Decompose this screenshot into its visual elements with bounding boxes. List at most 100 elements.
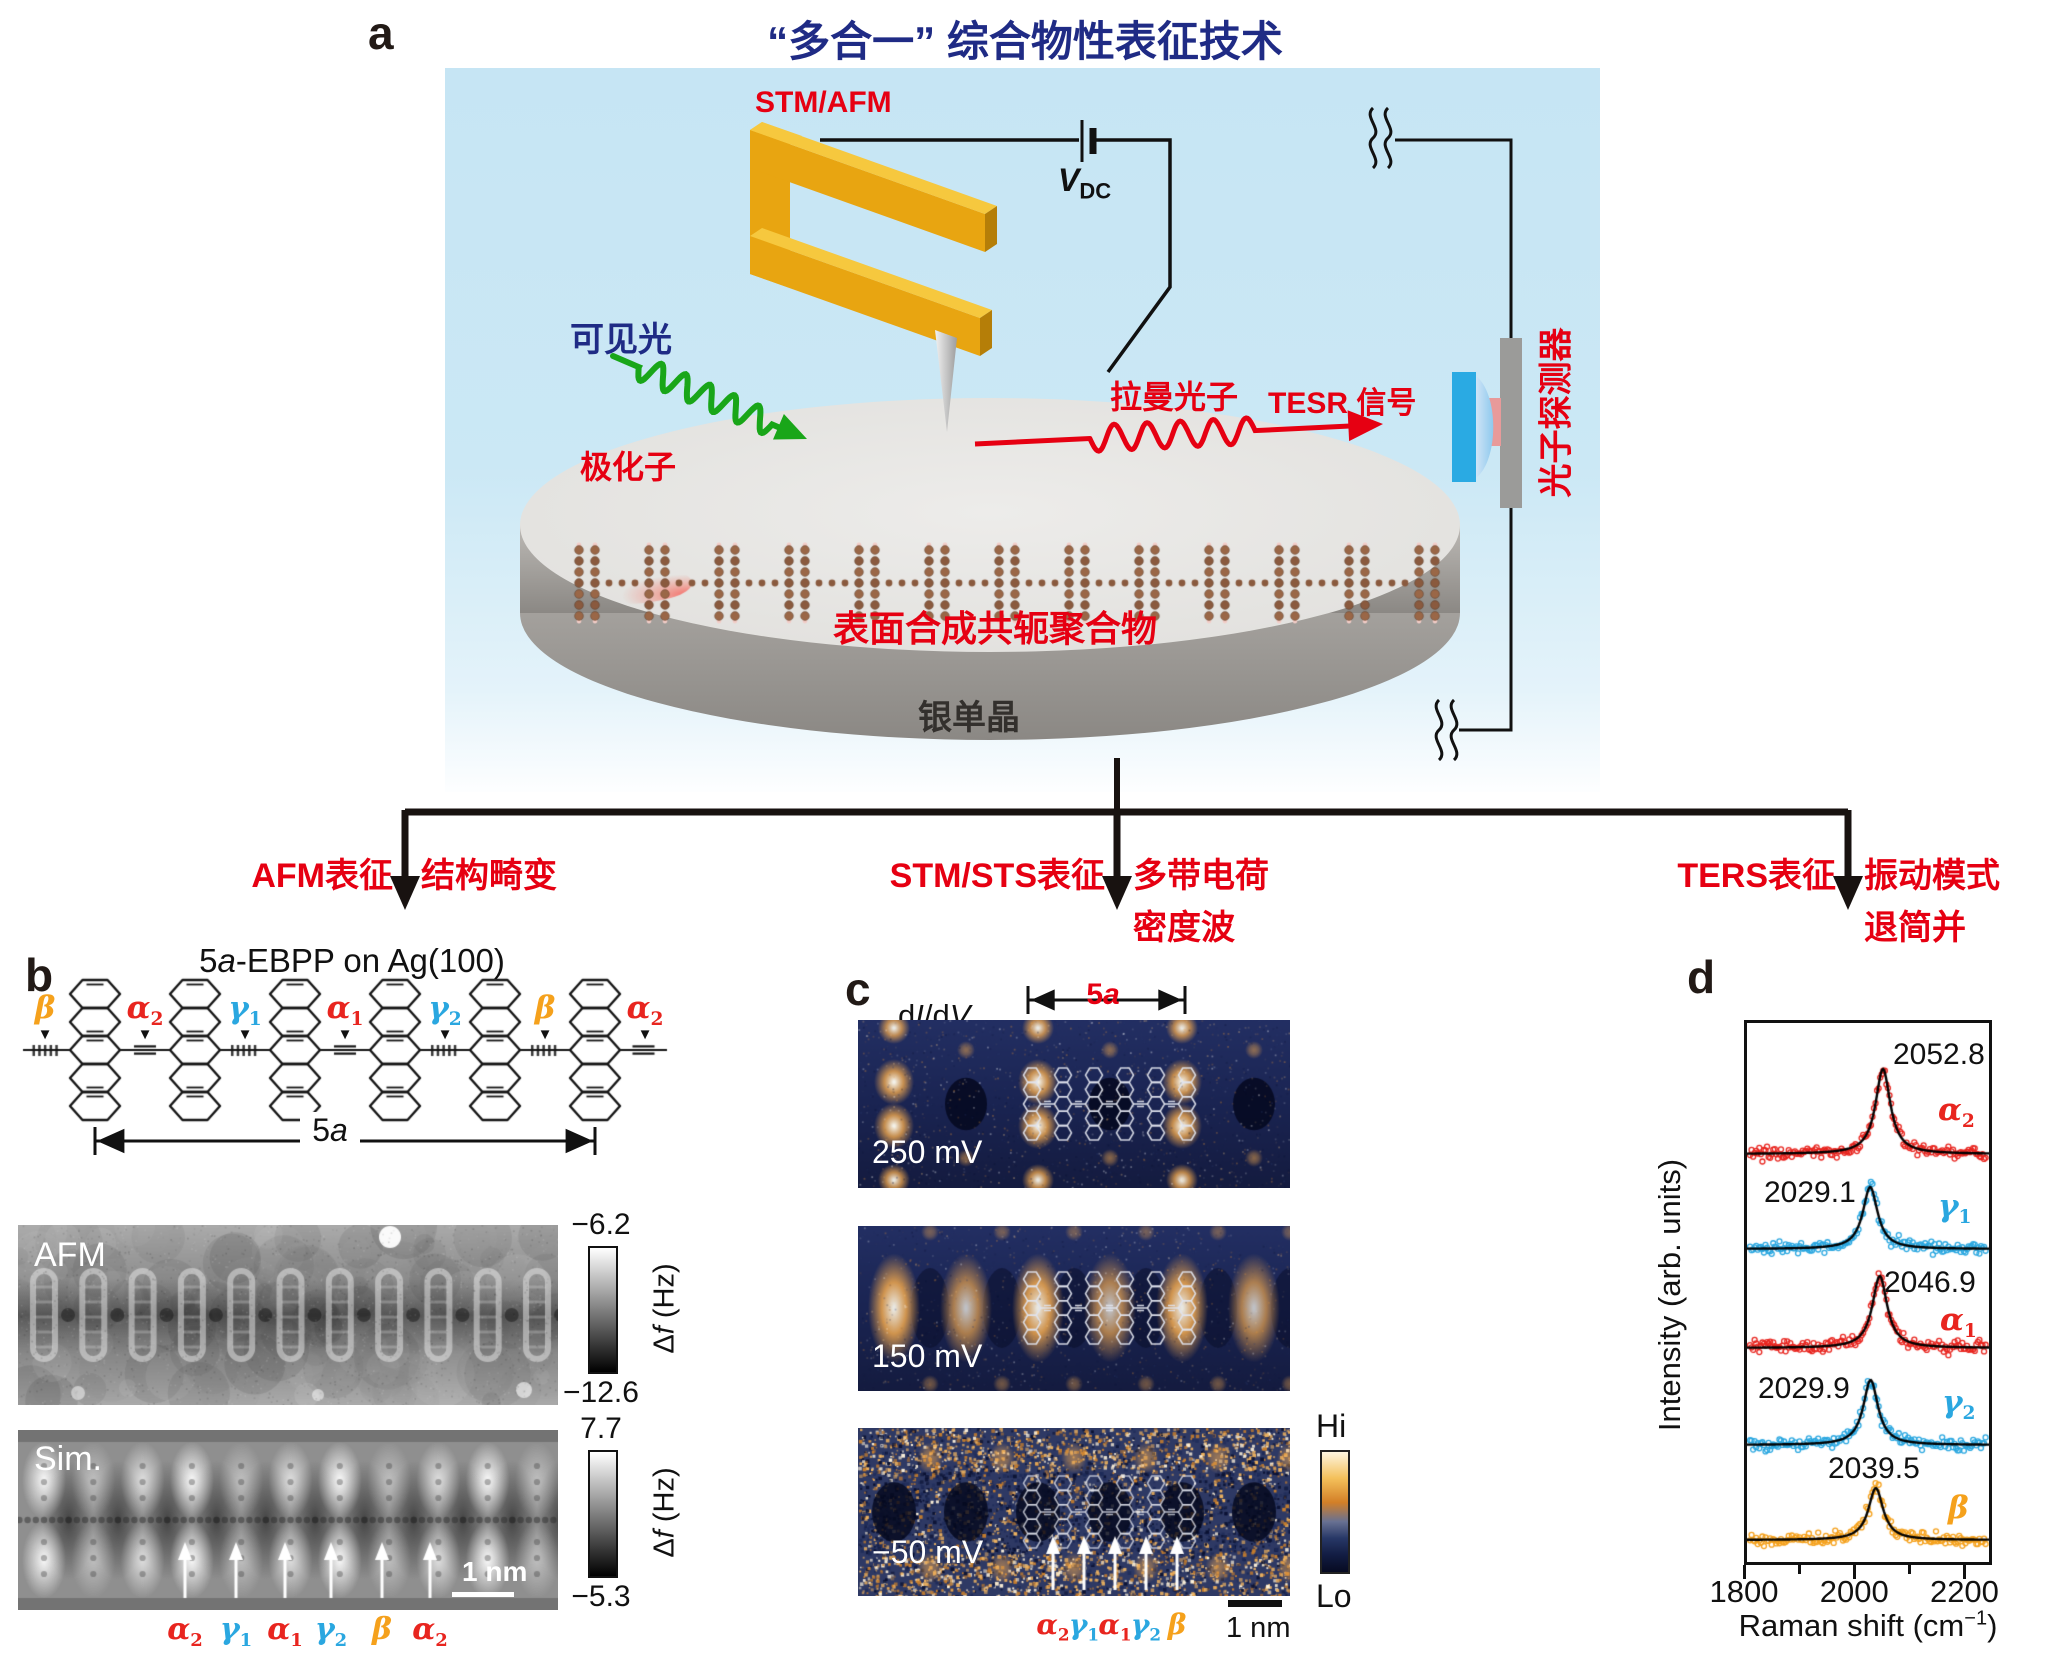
sim-scale-bottom: −5.3 xyxy=(571,1580,631,1613)
sim-scale-unit: Δf (Hz) xyxy=(649,1448,682,1578)
simulated-afm-image xyxy=(18,1430,558,1610)
bond-label-b-5: β xyxy=(534,990,556,1026)
sim-unit-f: f xyxy=(648,1530,681,1539)
sim-scalebar-label: 1 nm xyxy=(462,1556,528,1587)
polymer-name-label: 表面合成共轭聚合物 xyxy=(832,608,1157,649)
polaron-label: 极化子 xyxy=(580,449,677,485)
bond-label-c-0: α2 xyxy=(1036,1608,1070,1645)
c-scalebar-label: 1 nm xyxy=(1226,1612,1291,1644)
d-peak-label-4: 2039.5 xyxy=(1828,1452,1920,1485)
bond-label-b-3: α1 xyxy=(326,990,364,1031)
d-peak-label-1: 2029.1 xyxy=(1764,1176,1856,1209)
sim-unit-post: (Hz) xyxy=(648,1467,681,1531)
bond-label-arrow-b-1: ▼ xyxy=(137,1026,153,1043)
chemical-structure xyxy=(15,975,675,1135)
branch-arrowhead-1 xyxy=(1102,876,1132,910)
bond-label-c-3: γ2 xyxy=(1130,1608,1162,1645)
afm-colorbar xyxy=(588,1246,618,1374)
bond-label-b-4: γ2 xyxy=(428,990,462,1031)
bond-label-b-6: α2 xyxy=(626,990,664,1031)
didv-map-250mV xyxy=(858,1020,1290,1188)
fork-bottom-prong xyxy=(750,236,980,356)
lens-dome xyxy=(1476,376,1494,478)
bond-label-sim-1: γ1 xyxy=(219,1612,253,1651)
d-tick-minor-2100 xyxy=(1907,1565,1911,1574)
sim-colorbar xyxy=(588,1450,618,1578)
fork-bottom-prong-end xyxy=(980,310,992,356)
afm-scale-top: −6.2 xyxy=(571,1208,631,1241)
substrate-label: 银单晶 xyxy=(918,699,1020,737)
colorbar-hi-label: Hi xyxy=(1316,1408,1347,1444)
d-peak-label-2: 2046.9 xyxy=(1884,1266,1976,1299)
branch-arrows xyxy=(390,758,1863,910)
bond-label-sim-5: α2 xyxy=(412,1612,448,1651)
sim-unit-pre: Δ xyxy=(648,1538,681,1558)
visible-light-arrowhead xyxy=(773,414,807,440)
bond-label-arrow-b-5: ▼ xyxy=(537,1026,553,1043)
span-arrowhead-right-b xyxy=(565,1128,593,1154)
branch-result-stm-sts-line1: 多带电荷 xyxy=(1133,857,1269,895)
b-title-pre: 5 xyxy=(199,942,218,979)
d-tick-label-2200: 2200 xyxy=(1929,1574,1999,1609)
branch-result-afm-line1: 结构畸变 xyxy=(421,857,557,895)
branch-method-ters: TERS表征 xyxy=(1677,857,1836,895)
d-peak-label-3: 2029.9 xyxy=(1758,1372,1850,1405)
fork-top-prong xyxy=(750,130,985,252)
branch-result-stm-sts-line2: 密度波 xyxy=(1133,909,1235,947)
lens-slab xyxy=(1452,372,1476,482)
bond-label-arrow-b-2: ▼ xyxy=(237,1026,253,1043)
bias-label-150: 150 mV xyxy=(872,1338,983,1374)
span-label-c: 5a xyxy=(1080,978,1126,1012)
break-mark-bottom-1 xyxy=(1434,698,1444,762)
sim-image-label: Sim. xyxy=(34,1440,102,1478)
bond-label-arrow-b-6: ▼ xyxy=(637,1026,653,1043)
branch-result-ters-line2: 退简并 xyxy=(1864,909,1966,947)
d-series-label-3: γ2 xyxy=(1942,1384,1976,1425)
didv-colorbar xyxy=(1320,1450,1350,1574)
afm-unit-post: (Hz) xyxy=(648,1263,681,1327)
bond-label-arrow-b-4: ▼ xyxy=(437,1026,453,1043)
b-title-italic-a: a xyxy=(217,942,236,979)
bond-label-b-0: β xyxy=(34,990,56,1026)
d-series-label-4: β xyxy=(1948,1490,1969,1526)
visible-light-arrow xyxy=(610,353,788,437)
branch-method-afm: AFM表征 xyxy=(251,857,393,895)
bias-label-minus50: −50 mV xyxy=(872,1534,984,1570)
d-series-label-2: α1 xyxy=(1940,1302,1977,1343)
branch-method-stm-sts: STM/STS表征 xyxy=(889,857,1105,895)
bond-label-b-1: α2 xyxy=(126,990,164,1031)
branch-arrowhead-2 xyxy=(1833,876,1863,910)
wire-to-detector-bottom xyxy=(1459,508,1513,732)
d-series-label-0: α2 xyxy=(1938,1092,1975,1133)
panel-a-label: a xyxy=(368,7,394,59)
c-scalebar xyxy=(1228,1600,1282,1607)
span-b-italic: a xyxy=(330,1112,348,1148)
panel-c-label: c xyxy=(845,963,871,1015)
bond-label-arrow-b-0: ▼ xyxy=(37,1026,53,1043)
didv-i: I xyxy=(915,998,924,1033)
bond-label-c-1: γ1 xyxy=(1068,1608,1100,1645)
fork-top-prong-end xyxy=(985,206,997,252)
raman-photon-label: 拉曼光子 xyxy=(1110,379,1239,415)
visible-light-label: 可见光 xyxy=(570,321,672,359)
span-arrowhead-left-c xyxy=(1031,989,1055,1011)
raman-signal-arrowhead xyxy=(1347,410,1383,442)
d-tick-minor-1900 xyxy=(1797,1565,1801,1574)
d-tick-major-1800 xyxy=(1742,1565,1746,1579)
xlabel-pre: Raman shift (cm xyxy=(1738,1608,1965,1643)
unit-cell-span-arrow-c xyxy=(1026,986,1187,1014)
didv-map-150mV xyxy=(858,1226,1290,1391)
fork-bottom-prong-top xyxy=(750,228,992,318)
afm-image-label: AFM xyxy=(34,1236,106,1274)
break-mark-top-2 xyxy=(1383,106,1393,170)
afm-scale-bottom: −12.6 xyxy=(563,1376,639,1409)
bond-label-sim-0: α2 xyxy=(167,1612,203,1651)
probe-tip xyxy=(935,330,957,432)
panel-b-title: 5a-EBPP on Ag(100) xyxy=(152,942,552,980)
break-mark-bottom-2 xyxy=(1449,698,1459,762)
branch-arrowhead-0 xyxy=(390,876,420,910)
bond-label-b-2: γ1 xyxy=(228,990,262,1031)
bond-label-c-4: β xyxy=(1167,1608,1187,1641)
bond-label-arrow-b-3: ▼ xyxy=(337,1026,353,1043)
